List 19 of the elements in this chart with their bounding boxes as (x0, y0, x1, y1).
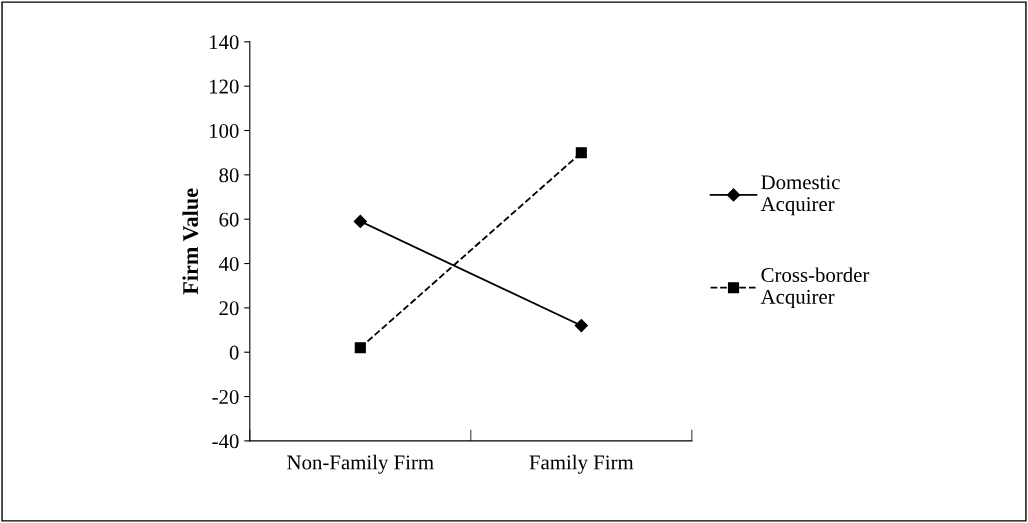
point (353, 214, 367, 229)
y-tick-label: 80 (219, 168, 239, 183)
point (575, 147, 587, 159)
y-tick-label: 20 (219, 301, 239, 316)
x-tick-label: Non-Family Firm (287, 454, 434, 474)
y-tick-label: 60 (219, 212, 239, 227)
y-tick-label: -40 (212, 434, 239, 449)
legend-label: Domestic Acquirer (760, 175, 840, 216)
point (354, 342, 366, 354)
y-tick-label: 40 (218, 256, 239, 271)
y-axis-title: Firm Value (182, 188, 199, 295)
y-tick-label: -20 (212, 389, 239, 404)
y-tick-label: 0 (229, 345, 239, 360)
y-tick-label: 120 (209, 79, 239, 94)
x-tick-label: Family Firm (529, 454, 634, 474)
point (574, 319, 588, 333)
y-tick-label: 100 (209, 123, 239, 138)
y-tick-label: 140 (209, 35, 239, 50)
legend-label: Cross-border Acquirer (760, 267, 870, 309)
